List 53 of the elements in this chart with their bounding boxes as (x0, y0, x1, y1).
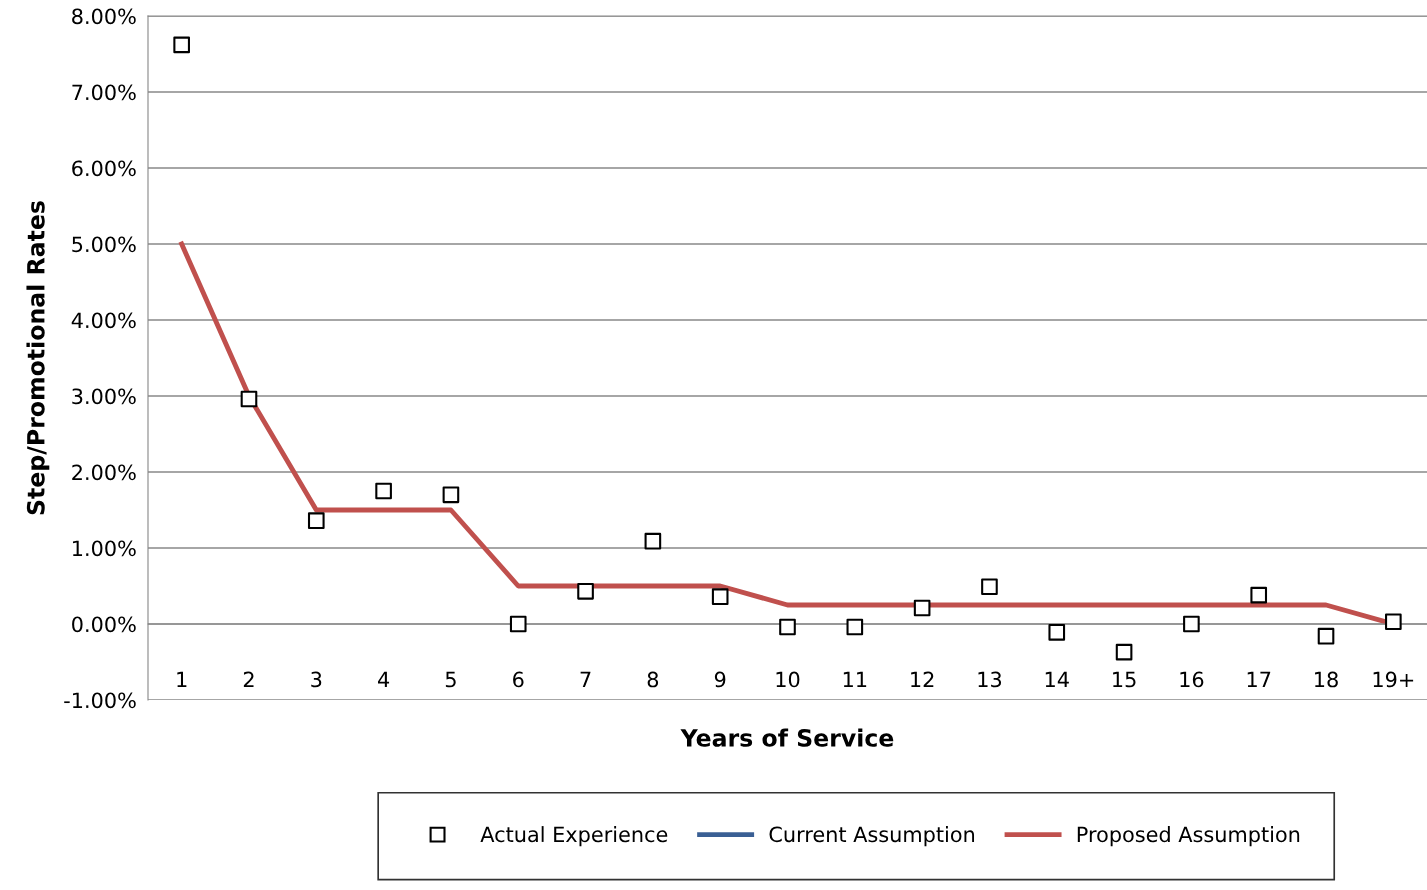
point (711, 588, 729, 605)
x-tick-label: 1 (177, 671, 187, 688)
point (442, 486, 460, 504)
point (577, 583, 594, 600)
x-tick-label: 10 (776, 671, 800, 688)
x-tick-label: 5 (445, 671, 456, 688)
x-tick-label: 12 (911, 671, 934, 688)
x-tick-label: 6 (513, 671, 524, 688)
point (1385, 613, 1402, 631)
x-tick-label: 4 (378, 671, 390, 688)
legend-label: Actual Experience (480, 826, 668, 847)
y-tick-label: 6.00% (72, 160, 136, 177)
x-tick-label: 11 (843, 671, 867, 688)
point (981, 578, 998, 596)
point (644, 532, 662, 550)
x-tick-label: 18 (1315, 671, 1338, 688)
x-tick-label: 7 (580, 671, 591, 688)
y-tick-label: -1.00% (64, 692, 136, 709)
point (1317, 627, 1335, 645)
y-tick-label: 2.00% (72, 464, 136, 481)
point (240, 390, 258, 408)
x-tick-label: 17 (1247, 671, 1271, 688)
legend-label: Proposed Assumption (1077, 826, 1300, 847)
point (913, 599, 931, 617)
y-tick-label: 0.00% (72, 616, 136, 633)
point (1183, 615, 1200, 633)
x-tick-label: 19+ (1373, 671, 1414, 688)
x-tick-label: 16 (1180, 671, 1204, 688)
point (846, 618, 864, 636)
point (1048, 624, 1066, 641)
y-tick-label: 4.00% (71, 312, 136, 329)
y-tick-label: 7.00% (72, 84, 136, 101)
x-tick-label: 3 (311, 671, 322, 688)
x-tick-label: 15 (1113, 671, 1136, 688)
point (1250, 586, 1268, 604)
point (509, 615, 527, 633)
x-tick-label: 13 (978, 671, 1002, 688)
point (173, 36, 190, 54)
x-tick-label: 8 (647, 671, 659, 688)
x-axis-title: Years of Service (680, 728, 894, 747)
y-tick-label: 3.00% (72, 388, 136, 405)
y-tick-label: 1.00% (73, 540, 136, 557)
x-tick-label: 2 (243, 671, 254, 688)
point (375, 482, 392, 500)
point (1115, 643, 1133, 661)
x-tick-label: 9 (714, 671, 726, 688)
point (779, 618, 796, 636)
y-axis-title: Step/Promotional Rates (26, 201, 50, 515)
point (307, 512, 325, 529)
y-tick-label: 8.00% (72, 8, 136, 25)
x-tick-label: 14 (1045, 671, 1069, 688)
legend-label: Current Assumption (769, 826, 975, 847)
y-tick-label: 5.00% (72, 236, 136, 253)
